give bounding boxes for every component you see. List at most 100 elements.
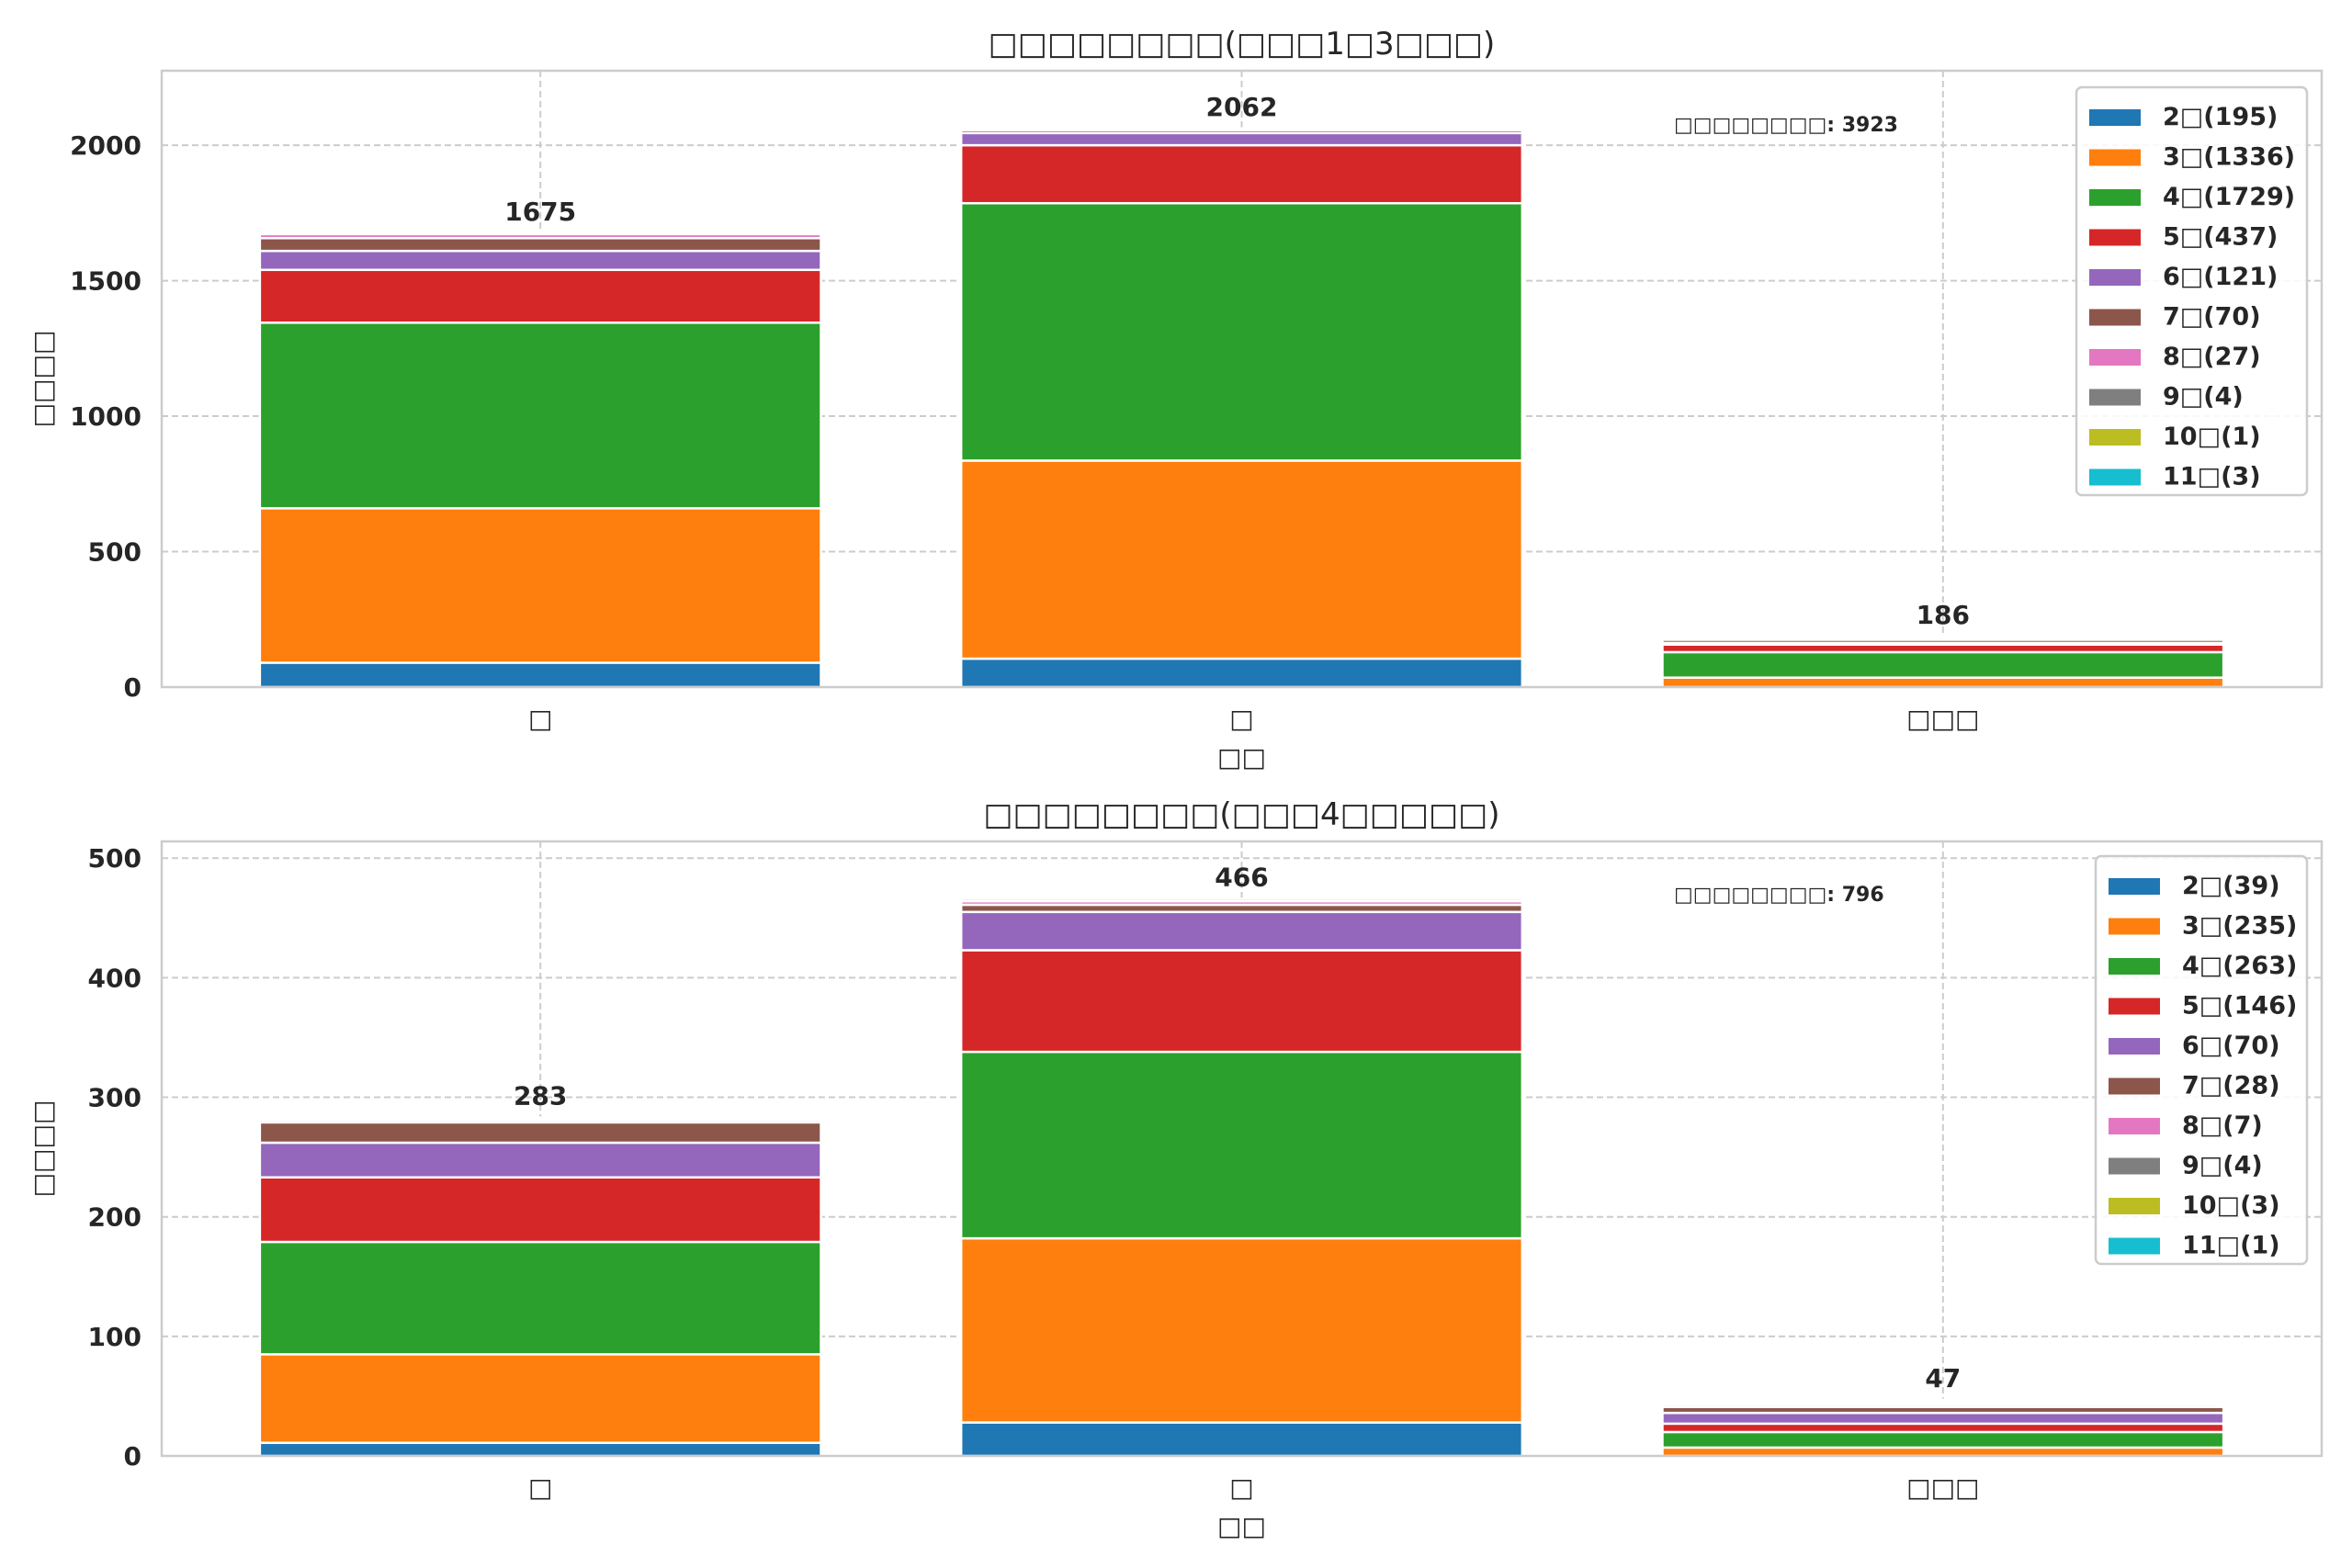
y-tick-label: 2000 [70,130,141,161]
legend-swatch [2089,309,2141,326]
legend-swatch [2089,389,2141,406]
bar-total-label: 2062 [1206,92,1278,122]
y-tick-label: 500 [88,843,141,874]
legend-entry: 4□(263) [2182,952,2297,980]
legend-swatch [2089,149,2141,166]
legend-entry: 3□(235) [2182,912,2297,941]
bar-segment [959,1236,1524,1424]
bar-segment [258,321,822,510]
bar-segment [258,1176,822,1244]
chart-title: □□□□□□□□(□□□1□3□□□) [989,26,1496,62]
legend: 2□(195) 3□(1336) 4□(1729) 5□(437) 6□(121) 7□(… [2075,85,2309,497]
bar-segment [258,1441,822,1458]
legend-swatch [2109,1198,2160,1214]
legend-entry: 11□(3) [2163,463,2261,491]
bar-segment [959,657,1524,689]
x-tick-label: □□□ [1906,1472,1979,1503]
chart-title: □□□□□□□□(□□□4□□□□□) [983,796,1499,833]
legend-swatch [2109,1038,2160,1055]
legend-entry: 7□(70) [2163,303,2261,332]
bar-total-label: 466 [1215,862,1268,892]
bar-segment [258,249,822,272]
legend-swatch [2109,1237,2160,1255]
legend-entry: 2□(39) [2182,872,2280,900]
x-tick-label: □ [1229,1472,1253,1503]
bar-segment [258,1121,822,1145]
legend-entry: 10□(3) [2182,1191,2280,1220]
bar-segment [258,1240,822,1356]
total-annotation: □□□□□□□□: 3923 [1674,114,1898,137]
legend-entry: 5□(146) [2182,992,2297,1021]
legend-entry: 5□(437) [2163,223,2278,252]
legend-swatch [2089,229,2141,246]
y-tick-label: 100 [88,1322,141,1352]
bar-segment [258,1116,822,1121]
bar-segment [1661,1430,2225,1450]
bar-segment [1661,1411,2225,1426]
bar-segment [258,237,822,253]
bar-segment [1661,676,2225,689]
legend: 2□(39) 3□(235) 4□(263) 5□(146) 6□(70) 7□(28) 8… [2094,854,2309,1266]
bar-segment [959,897,1524,903]
bar-total-label: 1675 [504,197,576,227]
legend-swatch [2089,189,2141,206]
legend-entry: 7□(28) [2182,1072,2280,1100]
legend-entry: 2□(195) [2163,103,2278,131]
bar-total-label: 47 [1925,1363,1961,1393]
y-tick-label: 1000 [70,401,141,432]
bar-segment [258,1141,822,1179]
axes-frame [160,840,2324,1458]
x-tick-label: □□□ [1906,704,1979,734]
legend-swatch [2089,109,2141,126]
bar-total-label: 186 [1917,600,1970,630]
x-axis-label: □□ [1217,742,1266,773]
bar-segment [959,131,1524,147]
bar-segment [258,661,822,689]
legend-swatch [2089,269,2141,286]
legend-entry: 9□(4) [2163,383,2244,412]
axes-frame [160,69,2324,689]
bar-segment [258,507,822,664]
x-tick-label: □ [528,1472,552,1503]
legend-swatch [2089,468,2141,486]
legend-entry: 3□(1336) [2163,143,2295,172]
y-axis-label: □□□□ [28,331,58,428]
legend-swatch [2109,1118,2160,1134]
legend-entry: 10□(1) [2163,423,2261,451]
y-tick-label: 0 [124,1441,141,1472]
total-annotation: □□□□□□□□: 796 [1674,884,1884,907]
bar-segment [258,1353,822,1444]
legend-entry: 8□(7) [2182,1111,2263,1140]
y-tick-label: 200 [88,1202,141,1233]
bar-segment [1661,1398,2225,1403]
legend-entry: 8□(27) [2163,343,2261,371]
bar-segment [959,201,1524,462]
bar-segment [959,1421,1524,1458]
legend-entry: 9□(4) [2182,1152,2263,1180]
legend-entry: 11□(1) [2182,1232,2280,1260]
legend-entry: 6□(70) [2182,1032,2280,1060]
y-tick-label: 400 [88,963,141,993]
x-tick-label: □ [528,704,552,734]
bar-total-label: 283 [514,1081,567,1111]
y-tick-label: 1500 [70,266,141,297]
x-tick-label: □ [1229,704,1253,734]
bar-segment [959,949,1524,1054]
legend-swatch [2109,958,2160,975]
y-tick-label: 500 [88,537,141,568]
bar-segment [1661,650,2225,679]
legend-swatch [2109,1157,2160,1175]
bar-segment [1661,1446,2225,1458]
legend-entry: 4□(1729) [2163,183,2295,211]
legend-swatch [2109,878,2160,895]
x-axis-label: □□ [1217,1511,1266,1541]
y-tick-label: 300 [88,1083,141,1113]
bar-segment [258,268,822,324]
bar-segment [1661,1422,2225,1434]
legend-entry: 6□(121) [2163,263,2278,291]
legend-swatch [2109,918,2160,935]
legend-swatch [2109,1077,2160,1095]
